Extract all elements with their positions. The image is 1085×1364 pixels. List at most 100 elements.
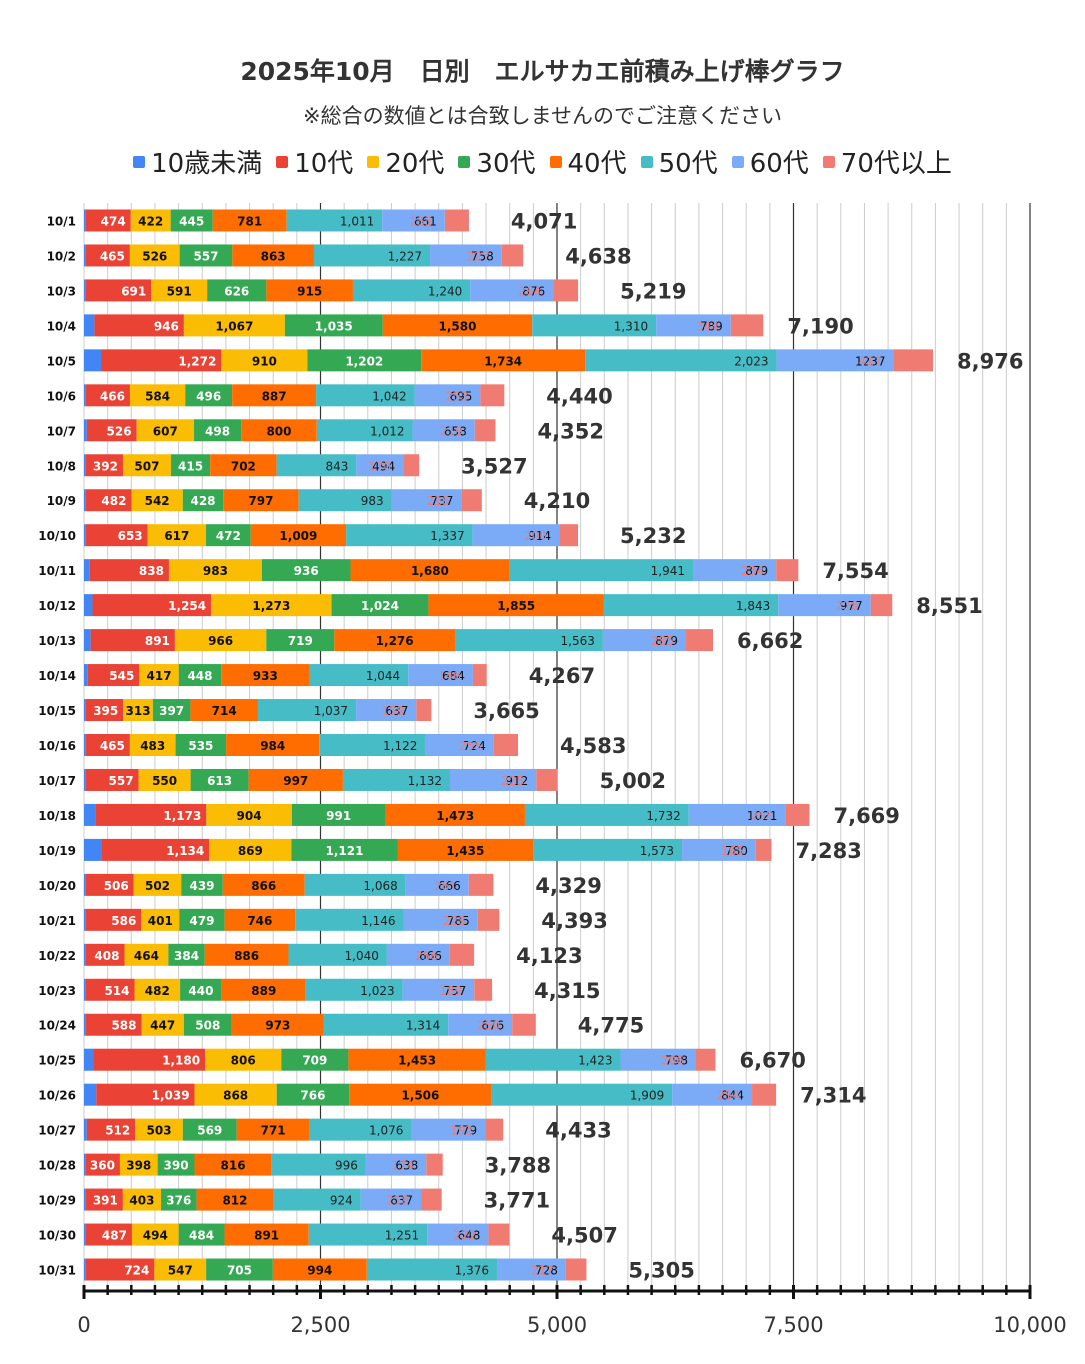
bar-segment-3 (207, 279, 267, 302)
bar-segment-5 (313, 244, 431, 267)
bar-segment-0 (84, 629, 91, 652)
bar-segment-5 (286, 209, 383, 232)
bar-segment-7 (488, 1223, 510, 1246)
value-label: 868 (223, 1089, 248, 1103)
bar-segment-2 (151, 279, 208, 302)
bar-segment-0 (84, 524, 86, 547)
value-label: 876 (522, 284, 545, 298)
bar-segment-1 (85, 908, 142, 931)
bar-segment-4 (222, 873, 305, 896)
value-label: 676 (481, 1019, 504, 1033)
value-label: 709 (302, 1054, 327, 1068)
value-label: 737 (430, 494, 453, 508)
bar-segment-3 (206, 524, 251, 547)
bar-segment-5 (295, 908, 404, 931)
value-label: 1,023 (360, 984, 394, 998)
bar-segment-1 (85, 489, 132, 512)
value-label: 1,941 (651, 564, 685, 578)
value-label: 973 (265, 1019, 290, 1033)
value-label: 838 (139, 564, 164, 578)
bar-segment-3 (266, 629, 335, 652)
total-label: 7,283 (795, 839, 861, 863)
bar-segment-1 (85, 1188, 123, 1211)
value-label: 863 (261, 249, 286, 263)
value-label: 936 (294, 564, 319, 578)
category-label: 10/27 (38, 1124, 76, 1138)
bar-segment-7 (426, 1153, 443, 1176)
total-label: 6,662 (737, 629, 803, 653)
legend-label-3: 30代 (476, 149, 536, 179)
value-label: 464 (134, 949, 159, 963)
value-label: 542 (145, 494, 170, 508)
value-label: 408 (94, 949, 119, 963)
bar-segment-0 (84, 734, 86, 756)
value-label: 1,122 (383, 739, 417, 753)
value-label: 648 (458, 1229, 481, 1243)
value-label: 886 (234, 949, 259, 963)
bar-segment-6 (450, 768, 537, 791)
bar-segment-5 (288, 943, 387, 966)
bar-segment-4 (248, 768, 343, 791)
value-label: 1,734 (484, 354, 522, 368)
value-label: 417 (859, 354, 882, 368)
bar-segment-6 (425, 734, 494, 756)
bar-segment-2 (135, 1118, 183, 1141)
value-label: 1,076 (369, 1124, 403, 1138)
category-label: 10/15 (38, 704, 76, 718)
bar-segment-4 (190, 699, 258, 722)
value-label: 584 (145, 389, 170, 403)
bar-segment-0 (84, 1048, 94, 1071)
bar-segment-5 (305, 978, 403, 1001)
bar-segment-4 (232, 384, 317, 407)
value-label: 887 (262, 389, 287, 403)
total-label: 4,393 (541, 909, 607, 933)
value-label: 390 (164, 1159, 189, 1173)
bar-segment-1 (85, 699, 124, 722)
bar-segment-5 (485, 1048, 621, 1071)
bar-segment-7 (461, 489, 482, 512)
value-label: 1,039 (152, 1089, 190, 1103)
value-label: 714 (212, 704, 237, 718)
value-label: 1,035 (315, 319, 353, 333)
value-label: 983 (203, 564, 228, 578)
bar-segment-4 (250, 524, 347, 547)
total-label: 3,527 (461, 454, 527, 478)
value-label: 403 (129, 1194, 154, 1208)
total-label: 8,976 (957, 349, 1023, 373)
value-label: 206 (661, 1054, 684, 1068)
bar-segment-1 (85, 1258, 155, 1281)
bar-segment-0 (84, 1223, 86, 1246)
value-label: 472 (216, 529, 241, 543)
bar-segment-2 (122, 454, 171, 477)
value-label: 1,134 (166, 844, 204, 858)
bar-segment-3 (180, 978, 222, 1001)
bar-segment-4 (428, 594, 604, 617)
legend-item-0: 10歳未満 (133, 143, 262, 180)
bar-segment-6 (386, 943, 450, 966)
bar-segment-3 (178, 1223, 225, 1246)
value-label: 250 (477, 1019, 500, 1033)
bar-segment-1 (94, 314, 184, 337)
value-label: 1,012 (370, 424, 404, 438)
bar-segment-1 (85, 209, 131, 232)
value-label: 440 (188, 984, 213, 998)
bar-segment-1 (85, 1013, 142, 1036)
bar-segment-7 (416, 699, 432, 722)
bar-segment-7 (403, 454, 420, 477)
value-label: 218 (386, 1194, 409, 1208)
bar-segment-0 (84, 943, 86, 966)
category-label: 10/4 (47, 319, 76, 333)
legend-swatch-4 (549, 156, 562, 168)
bar-segment-1 (90, 629, 175, 652)
bar-segment-4 (194, 1153, 272, 1176)
value-label: 146 (438, 669, 461, 683)
bar-segment-2 (136, 419, 195, 442)
bar-segment-1 (85, 943, 125, 966)
bar-segment-7 (536, 768, 558, 791)
bar-segment-4 (196, 1188, 274, 1211)
category-label: 10/18 (38, 809, 76, 823)
x-tick-label: 2,500 (290, 1313, 350, 1337)
value-label: 1,423 (578, 1054, 612, 1068)
value-label: 170 (368, 459, 391, 473)
bar-segment-7 (485, 1118, 504, 1141)
